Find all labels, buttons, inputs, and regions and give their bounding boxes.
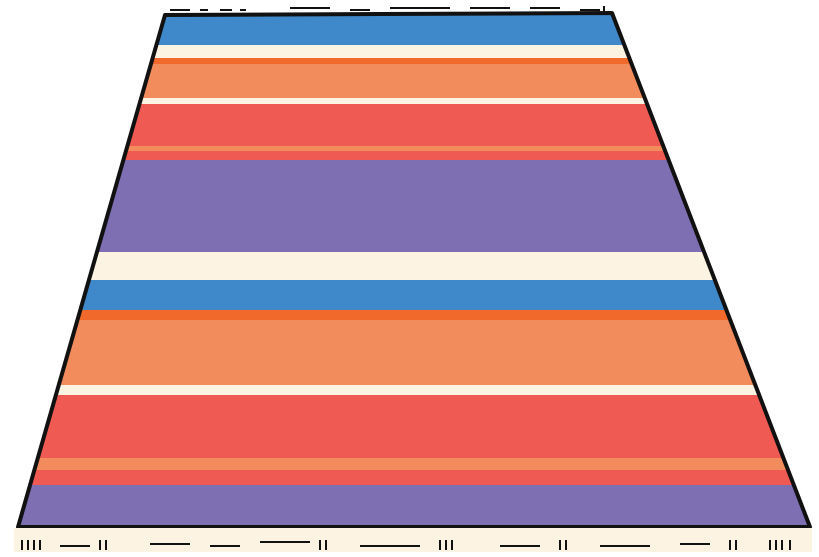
- stripe: [18, 64, 810, 98]
- stripe: [18, 320, 810, 386]
- stripe: [18, 485, 810, 527]
- stripe: [18, 45, 810, 60]
- stripe: [18, 458, 810, 470]
- stripe: [18, 310, 810, 320]
- stripe: [18, 104, 810, 160]
- bottom-fringe: [14, 528, 812, 552]
- stripe: [18, 58, 810, 64]
- stripe: [18, 395, 810, 460]
- stripe: [18, 98, 810, 104]
- rug-outline: [16, 11, 812, 529]
- stripe: [18, 470, 810, 485]
- rug-stripes: [18, 13, 810, 527]
- stripe: [18, 280, 810, 312]
- stripe: [18, 252, 810, 282]
- stripe: [18, 146, 810, 151]
- stripe: [18, 160, 810, 252]
- stripe: [18, 385, 810, 395]
- fringe-marks: [21, 6, 791, 550]
